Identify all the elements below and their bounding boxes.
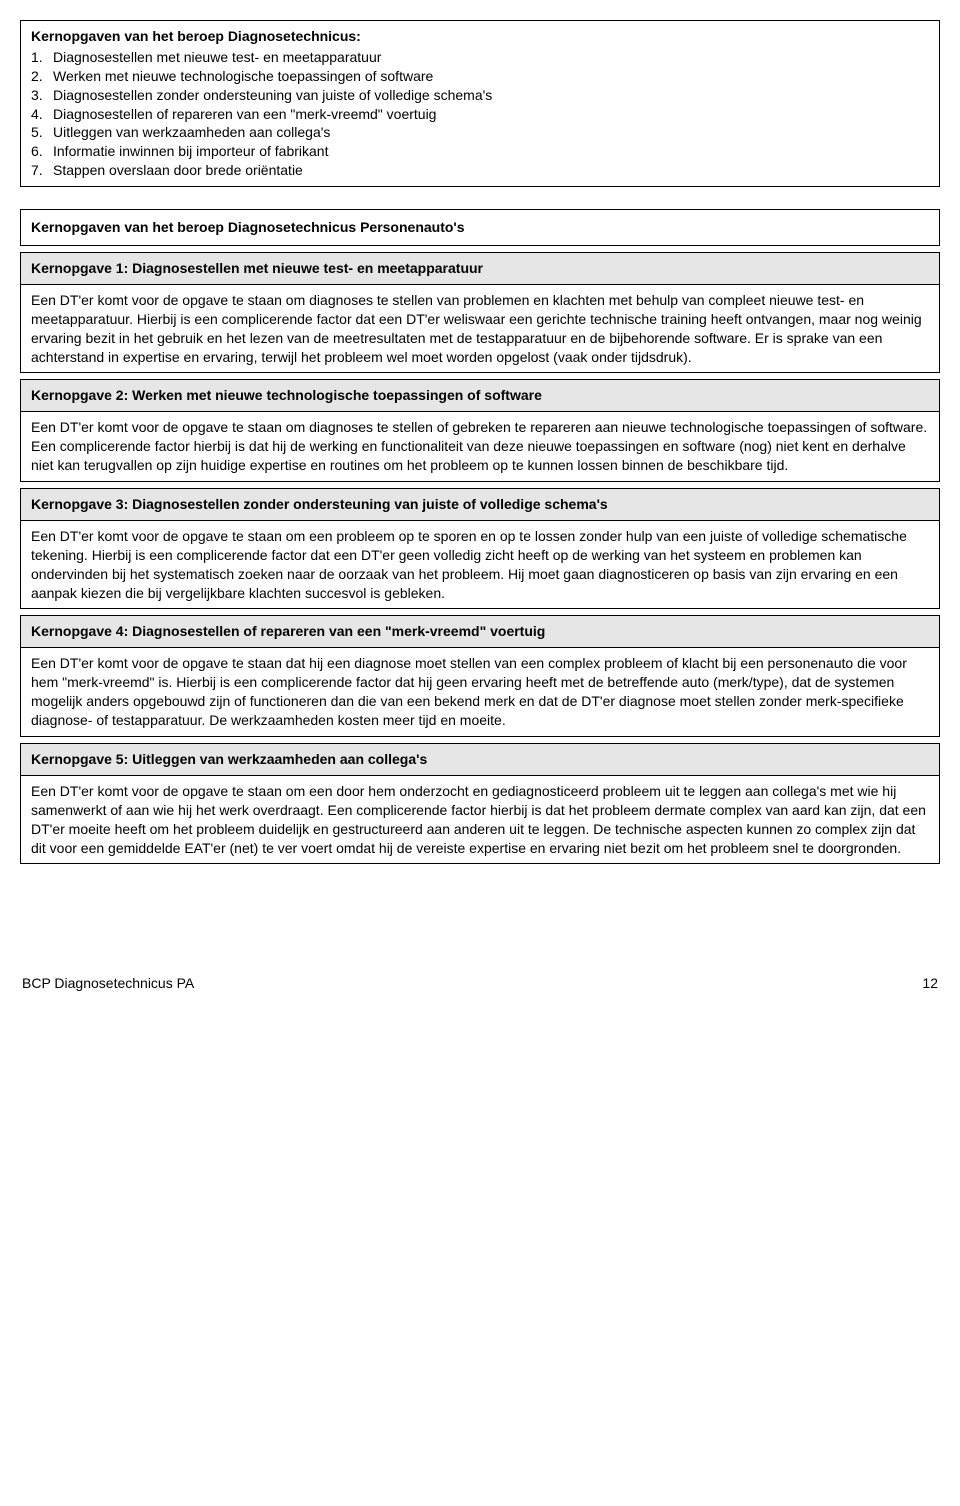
list-item-text: Werken met nieuwe technologische toepass… — [53, 67, 433, 86]
kernopgaven-list-title: Kernopgaven van het beroep Diagnosetechn… — [31, 27, 929, 46]
list-item-number: 6. — [31, 142, 53, 161]
kernopgave-4-header: Kernopgave 4: Diagnosestellen of reparer… — [20, 615, 940, 648]
list-item-text: Uitleggen van werkzaamheden aan collega'… — [53, 123, 330, 142]
kernopgave-3-body: Een DT'er komt voor de opgave te staan o… — [20, 521, 940, 610]
kernopgave-2-body: Een DT'er komt voor de opgave te staan o… — [20, 412, 940, 482]
kernopgave-1-header: Kernopgave 1: Diagnosestellen met nieuwe… — [20, 252, 940, 285]
list-item: 5.Uitleggen van werkzaamheden aan colleg… — [31, 123, 929, 142]
page-footer: BCP Diagnosetechnicus PA 12 — [20, 974, 940, 993]
list-item-text: Diagnosestellen zonder ondersteuning van… — [53, 86, 492, 105]
list-item: 6.Informatie inwinnen bij importeur of f… — [31, 142, 929, 161]
footer-page-number: 12 — [922, 974, 938, 993]
footer-left: BCP Diagnosetechnicus PA — [22, 974, 194, 993]
kernopgave-2-header: Kernopgave 2: Werken met nieuwe technolo… — [20, 379, 940, 412]
kernopgave-5-body: Een DT'er komt voor de opgave te staan o… — [20, 776, 940, 865]
list-item-number: 5. — [31, 123, 53, 142]
list-item: 4.Diagnosestellen of repareren van een "… — [31, 105, 929, 124]
list-item-number: 1. — [31, 48, 53, 67]
kernopgave-4-body: Een DT'er komt voor de opgave te staan d… — [20, 648, 940, 737]
list-item-text: Stappen overslaan door brede oriëntatie — [53, 161, 303, 180]
list-item-text: Diagnosestellen of repareren van een "me… — [53, 105, 436, 124]
list-item-text: Diagnosestellen met nieuwe test- en meet… — [53, 48, 381, 67]
list-item-number: 4. — [31, 105, 53, 124]
kernopgaven-list-box: Kernopgaven van het beroep Diagnosetechn… — [20, 20, 940, 187]
kernopgave-3-header: Kernopgave 3: Diagnosestellen zonder ond… — [20, 488, 940, 521]
list-item-number: 7. — [31, 161, 53, 180]
list-item: 7.Stappen overslaan door brede oriëntati… — [31, 161, 929, 180]
kernopgave-5-header: Kernopgave 5: Uitleggen van werkzaamhede… — [20, 743, 940, 776]
list-item-number: 2. — [31, 67, 53, 86]
section-title: Kernopgaven van het beroep Diagnosetechn… — [20, 209, 940, 246]
list-item: 2.Werken met nieuwe technologische toepa… — [31, 67, 929, 86]
list-item-number: 3. — [31, 86, 53, 105]
kernopgaven-list: 1.Diagnosestellen met nieuwe test- en me… — [31, 48, 929, 180]
list-item: 1.Diagnosestellen met nieuwe test- en me… — [31, 48, 929, 67]
list-item: 3.Diagnosestellen zonder ondersteuning v… — [31, 86, 929, 105]
list-item-text: Informatie inwinnen bij importeur of fab… — [53, 142, 328, 161]
kernopgave-1-body: Een DT'er komt voor de opgave te staan o… — [20, 285, 940, 374]
